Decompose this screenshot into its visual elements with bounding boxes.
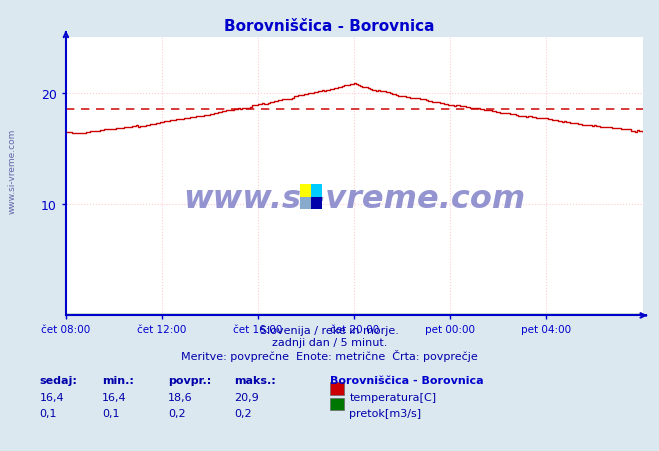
Text: Meritve: povprečne  Enote: metrične  Črta: povprečje: Meritve: povprečne Enote: metrične Črta:… (181, 349, 478, 361)
Text: www.si-vreme.com: www.si-vreme.com (8, 129, 17, 214)
Text: 20,9: 20,9 (234, 392, 259, 402)
Text: 16,4: 16,4 (40, 392, 64, 402)
Text: 0,1: 0,1 (102, 408, 120, 418)
Text: Borovniščica - Borovnica: Borovniščica - Borovnica (330, 375, 483, 385)
Text: zadnji dan / 5 minut.: zadnji dan / 5 minut. (272, 337, 387, 347)
Text: sedaj:: sedaj: (40, 375, 77, 385)
Text: povpr.:: povpr.: (168, 375, 212, 385)
Text: Borovniščica - Borovnica: Borovniščica - Borovnica (224, 19, 435, 34)
Text: 16,4: 16,4 (102, 392, 127, 402)
Text: Slovenija / reke in morje.: Slovenija / reke in morje. (260, 326, 399, 336)
Text: 18,6: 18,6 (168, 392, 192, 402)
Text: 0,1: 0,1 (40, 408, 57, 418)
Text: min.:: min.: (102, 375, 134, 385)
Text: 0,2: 0,2 (168, 408, 186, 418)
Text: www.si-vreme.com: www.si-vreme.com (183, 184, 525, 215)
Text: 0,2: 0,2 (234, 408, 252, 418)
Text: maks.:: maks.: (234, 375, 275, 385)
Text: pretok[m3/s]: pretok[m3/s] (349, 408, 421, 418)
Text: temperatura[C]: temperatura[C] (349, 392, 436, 402)
